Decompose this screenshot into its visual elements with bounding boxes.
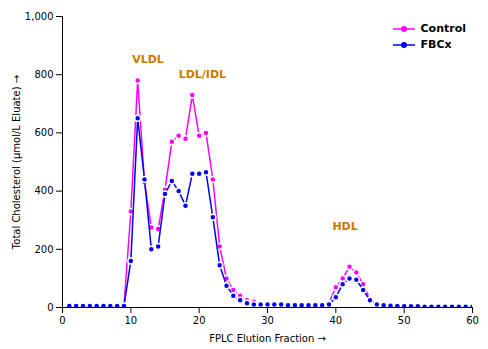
svg-text:200: 200 bbox=[34, 244, 53, 255]
svg-text:LDL/IDL: LDL/IDL bbox=[179, 68, 226, 81]
svg-text:400: 400 bbox=[34, 185, 53, 196]
svg-text:1,000: 1,000 bbox=[25, 11, 54, 22]
html-text:Control: Control bbox=[420, 22, 466, 35]
svg-text:40: 40 bbox=[329, 315, 342, 326]
svg-text:0: 0 bbox=[47, 302, 53, 313]
svg-text:10: 10 bbox=[124, 315, 137, 326]
svg-text:Total Cholesterol (μmol/L Elua: Total Cholesterol (μmol/L Eluate) → bbox=[11, 75, 22, 250]
svg-text:FPLC Elution Fraction →: FPLC Elution Fraction → bbox=[209, 333, 326, 344]
svg-text:800: 800 bbox=[34, 69, 53, 80]
svg-text:30: 30 bbox=[261, 315, 274, 326]
html-text:FBCx: FBCx bbox=[420, 38, 452, 51]
svg-text:HDL: HDL bbox=[332, 220, 357, 233]
svg-text:600: 600 bbox=[34, 127, 53, 138]
svg-text:60: 60 bbox=[466, 315, 479, 326]
svg-text:VLDL: VLDL bbox=[132, 53, 164, 66]
svg-text:50: 50 bbox=[398, 315, 411, 326]
svg-text:20: 20 bbox=[193, 315, 206, 326]
svg-text:0: 0 bbox=[59, 315, 65, 326]
